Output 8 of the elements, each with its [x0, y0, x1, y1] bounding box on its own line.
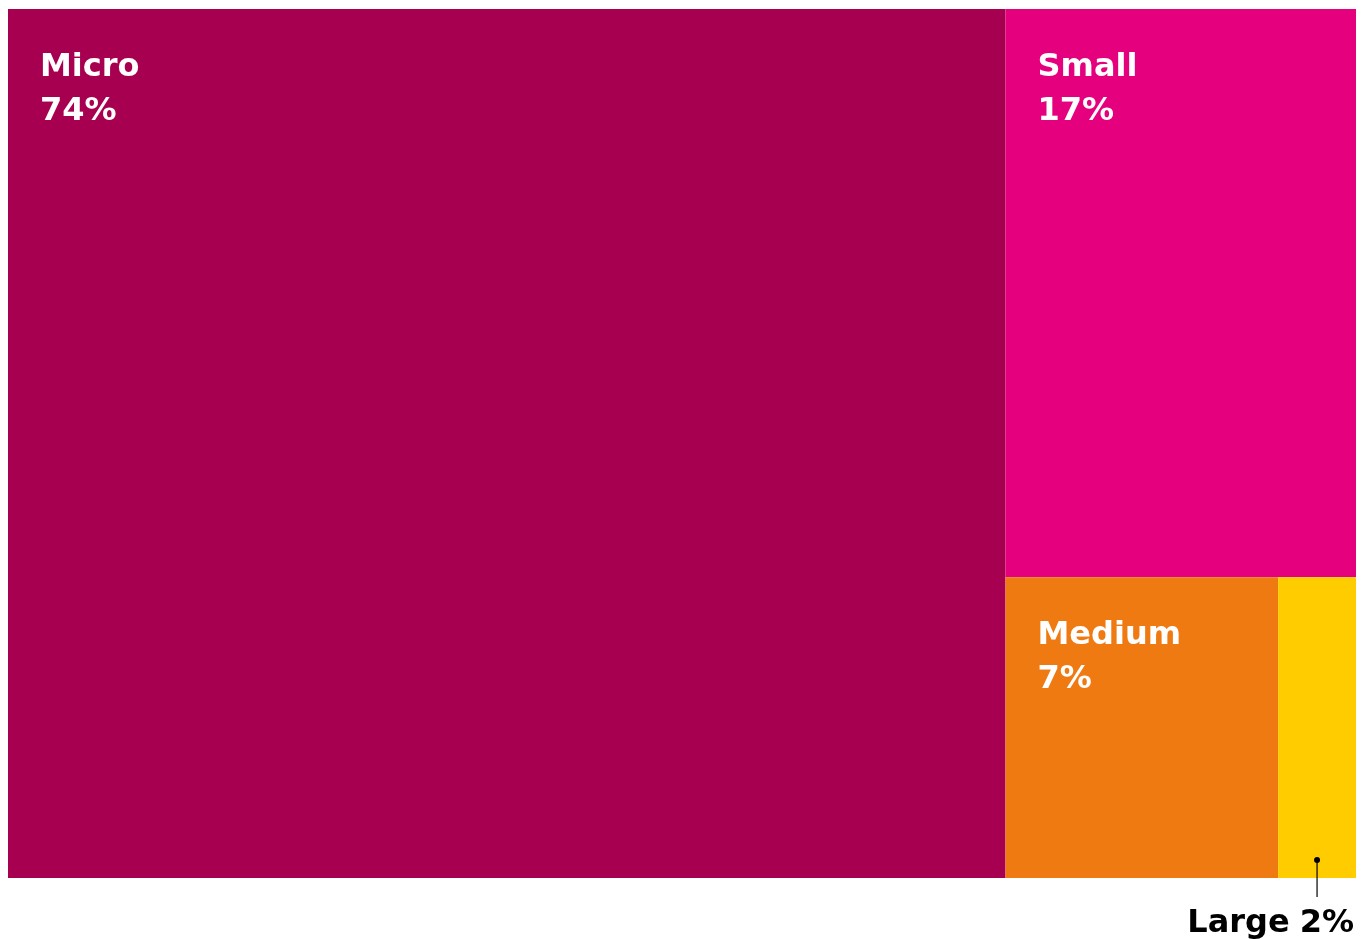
data-label: 2%	[1299, 902, 1354, 939]
category-label: Small	[1037, 46, 1138, 84]
data-label: 17%	[1037, 90, 1115, 128]
category-label: Medium	[1037, 614, 1182, 653]
category-label: Large	[1187, 902, 1290, 939]
category-label: Micro	[40, 46, 140, 84]
data-label: 74%	[40, 90, 117, 128]
data-label: 7%	[1037, 658, 1092, 697]
